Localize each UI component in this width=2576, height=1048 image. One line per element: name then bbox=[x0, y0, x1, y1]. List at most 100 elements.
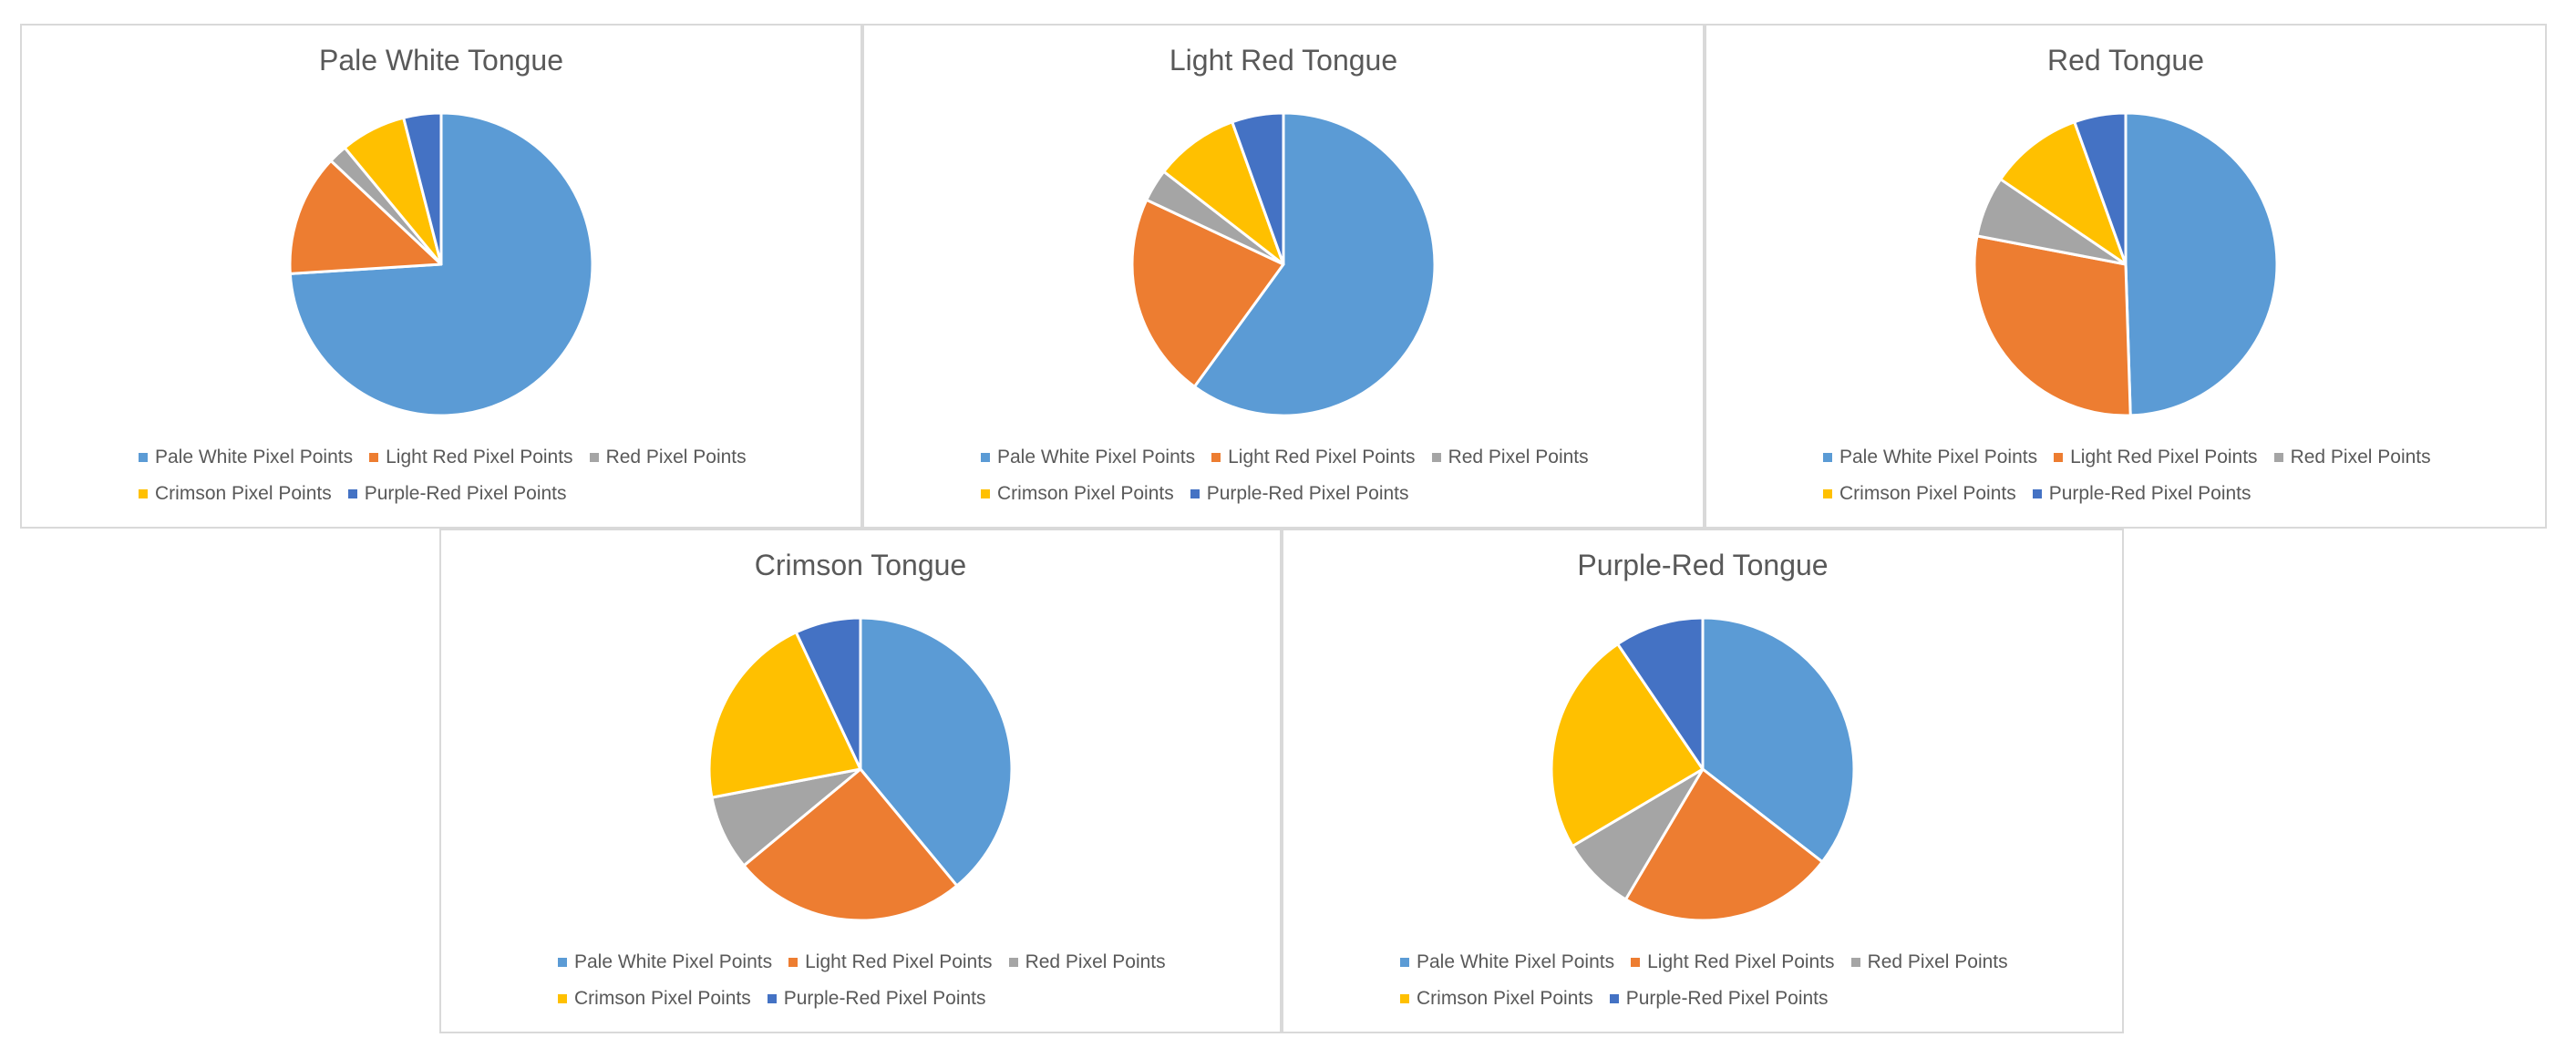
chart-panel-light-red: Light Red Tongue Pale White Pixel Points… bbox=[862, 24, 1705, 529]
legend-item-red-pixel-points: Red Pixel Points bbox=[589, 447, 747, 468]
legend-item-crimson-pixel-points: Crimson Pixel Points bbox=[1400, 988, 1593, 1010]
legend-item-purple-red-pixel-points: Purple-Red Pixel Points bbox=[1609, 988, 1829, 1010]
legend-label: Red Pixel Points bbox=[2290, 447, 2431, 467]
legend-row: Pale White Pixel Points Light Red Pixel P… bbox=[1823, 447, 2431, 468]
pie-slice-light-red-pixel-points bbox=[1623, 767, 1824, 922]
legend-swatch bbox=[1431, 453, 1441, 462]
pie-slice-light-red-pixel-points bbox=[1973, 234, 2132, 417]
legend-label: Purple-Red Pixel Points bbox=[1625, 988, 1829, 1009]
legend-label: Light Red Pixel Points bbox=[1228, 447, 1416, 467]
legend-swatch bbox=[767, 994, 777, 1003]
legend-swatch bbox=[369, 453, 379, 462]
chart-title: Purple-Red Tongue bbox=[1577, 549, 1829, 581]
legend-swatch bbox=[1190, 489, 1200, 498]
pie-chart bbox=[1973, 111, 2279, 417]
pie-slice-crimson-pixel-points bbox=[1999, 120, 2128, 266]
legend-item-purple-red-pixel-points: Purple-Red Pixel Points bbox=[1190, 483, 1409, 505]
legend-label: Pale White Pixel Points bbox=[155, 447, 354, 467]
pie-chart bbox=[707, 616, 1014, 922]
pie-slice-purple-red-pixel-points bbox=[402, 111, 443, 266]
chart-panel-crimson: Crimson Tongue Pale White Pixel Points Li… bbox=[439, 529, 1282, 1033]
legend-item-crimson-pixel-points: Crimson Pixel Points bbox=[981, 483, 1174, 505]
legend-item-red-pixel-points: Red Pixel Points bbox=[1850, 951, 2008, 973]
legend-item-purple-red-pixel-points: Purple-Red Pixel Points bbox=[2032, 483, 2251, 505]
legend-item-purple-red-pixel-points: Purple-Red Pixel Points bbox=[767, 988, 986, 1010]
chart-panel-pale-white: Pale White Tongue Pale White Pixel Point… bbox=[20, 24, 862, 529]
pie-slice-purple-red-pixel-points bbox=[2073, 111, 2128, 266]
legend-row: Pale White Pixel Points Light Red Pixel P… bbox=[981, 447, 1589, 468]
legend-swatch bbox=[981, 489, 990, 498]
legend-swatch bbox=[139, 453, 148, 462]
legend-item-crimson-pixel-points: Crimson Pixel Points bbox=[139, 483, 332, 505]
legend-item-pale-white-pixel-points: Pale White Pixel Points bbox=[139, 447, 353, 468]
legend-label: Pale White Pixel Points bbox=[1839, 447, 2038, 467]
pie-slice-light-red-pixel-points bbox=[288, 159, 443, 275]
legend-swatch bbox=[1400, 994, 1409, 1003]
legend-item-pale-white-pixel-points: Pale White Pixel Points bbox=[1400, 951, 1614, 973]
legend-row: Crimson Pixel Points Purple-Red Pixel Poi… bbox=[139, 483, 744, 505]
legend-row: Pale White Pixel Points Light Red Pixel P… bbox=[139, 447, 747, 468]
legend-swatch bbox=[589, 453, 599, 462]
legend-label: Crimson Pixel Points bbox=[155, 483, 332, 504]
pie-slice-purple-red-pixel-points bbox=[794, 616, 862, 771]
chart-legend: Pale White Pixel Points Light Red Pixel P… bbox=[864, 447, 1703, 505]
legend-swatch bbox=[1823, 453, 1832, 462]
legend-swatch bbox=[139, 489, 148, 498]
legend-item-light-red-pixel-points: Light Red Pixel Points bbox=[2054, 447, 2258, 468]
legend-label: Purple-Red Pixel Points bbox=[1206, 483, 1409, 504]
legend-label: Red Pixel Points bbox=[1867, 951, 2008, 972]
legend-row: Pale White Pixel Points Light Red Pixel P… bbox=[1400, 951, 2008, 973]
legend-item-light-red-pixel-points: Light Red Pixel Points bbox=[1631, 951, 1835, 973]
legend-row: Crimson Pixel Points Purple-Red Pixel Poi… bbox=[1400, 988, 2005, 1010]
pie-slice-pale-white-pixel-points bbox=[2124, 111, 2279, 417]
legend-item-red-pixel-points: Red Pixel Points bbox=[1008, 951, 1166, 973]
legend-item-light-red-pixel-points: Light Red Pixel Points bbox=[369, 447, 573, 468]
pie-slice-pale-white-pixel-points bbox=[859, 616, 1014, 888]
pie-chart bbox=[1550, 616, 1856, 922]
legend-label: Light Red Pixel Points bbox=[2070, 447, 2258, 467]
legend-swatch bbox=[1850, 958, 1860, 967]
legend-label: Red Pixel Points bbox=[1448, 447, 1589, 467]
legend-item-red-pixel-points: Red Pixel Points bbox=[2273, 447, 2431, 468]
legend-item-crimson-pixel-points: Crimson Pixel Points bbox=[1823, 483, 2016, 505]
pie-chart bbox=[288, 111, 594, 417]
legend-label: Pale White Pixel Points bbox=[997, 447, 1196, 467]
legend-label: Crimson Pixel Points bbox=[1839, 483, 2016, 504]
chart-title: Pale White Tongue bbox=[318, 44, 564, 77]
legend-swatch bbox=[2054, 453, 2064, 462]
chart-legend: Pale White Pixel Points Light Red Pixel P… bbox=[441, 951, 1280, 1010]
legend-swatch bbox=[558, 958, 567, 967]
legend-row: Crimson Pixel Points Purple-Red Pixel Poi… bbox=[1823, 483, 2428, 505]
legend-swatch bbox=[1400, 958, 1409, 967]
legend-swatch bbox=[347, 489, 357, 498]
legend-row: Crimson Pixel Points Purple-Red Pixel Poi… bbox=[981, 483, 1586, 505]
legend-item-light-red-pixel-points: Light Red Pixel Points bbox=[1211, 447, 1416, 468]
legend-swatch bbox=[981, 453, 990, 462]
legend-swatch bbox=[2273, 453, 2283, 462]
legend-label: Light Red Pixel Points bbox=[386, 447, 573, 467]
chart-legend: Pale White Pixel Points Light Red Pixel P… bbox=[1283, 951, 2122, 1010]
legend-label: Red Pixel Points bbox=[605, 447, 747, 467]
legend-swatch bbox=[1008, 958, 1018, 967]
legend-label: Pale White Pixel Points bbox=[574, 951, 773, 972]
legend-row: Crimson Pixel Points Purple-Red Pixel Poi… bbox=[558, 988, 1163, 1010]
chart-legend: Pale White Pixel Points Light Red Pixel P… bbox=[22, 447, 860, 505]
legend-row: Pale White Pixel Points Light Red Pixel P… bbox=[558, 951, 1166, 973]
legend-item-red-pixel-points: Red Pixel Points bbox=[1431, 447, 1589, 468]
legend-swatch bbox=[2032, 489, 2042, 498]
legend-swatch bbox=[1823, 489, 1832, 498]
legend-label: Purple-Red Pixel Points bbox=[2048, 483, 2251, 504]
chart-title: Red Tongue bbox=[2047, 44, 2204, 77]
legend-swatch bbox=[558, 994, 567, 1003]
pie-slice-purple-red-pixel-points bbox=[1616, 616, 1705, 771]
chart-panel-red: Red Tongue Pale White Pixel Points Light … bbox=[1705, 24, 2547, 529]
legend-item-pale-white-pixel-points: Pale White Pixel Points bbox=[1823, 447, 2037, 468]
legend-swatch bbox=[788, 958, 799, 967]
legend-label: Crimson Pixel Points bbox=[1417, 988, 1593, 1009]
legend-label: Red Pixel Points bbox=[1025, 951, 1166, 972]
legend-label: Light Red Pixel Points bbox=[805, 951, 993, 972]
pie-slice-crimson-pixel-points bbox=[1550, 642, 1705, 848]
legend-item-pale-white-pixel-points: Pale White Pixel Points bbox=[558, 951, 772, 973]
legend-label: Light Red Pixel Points bbox=[1647, 951, 1835, 972]
pie-slice-crimson-pixel-points bbox=[707, 631, 862, 799]
